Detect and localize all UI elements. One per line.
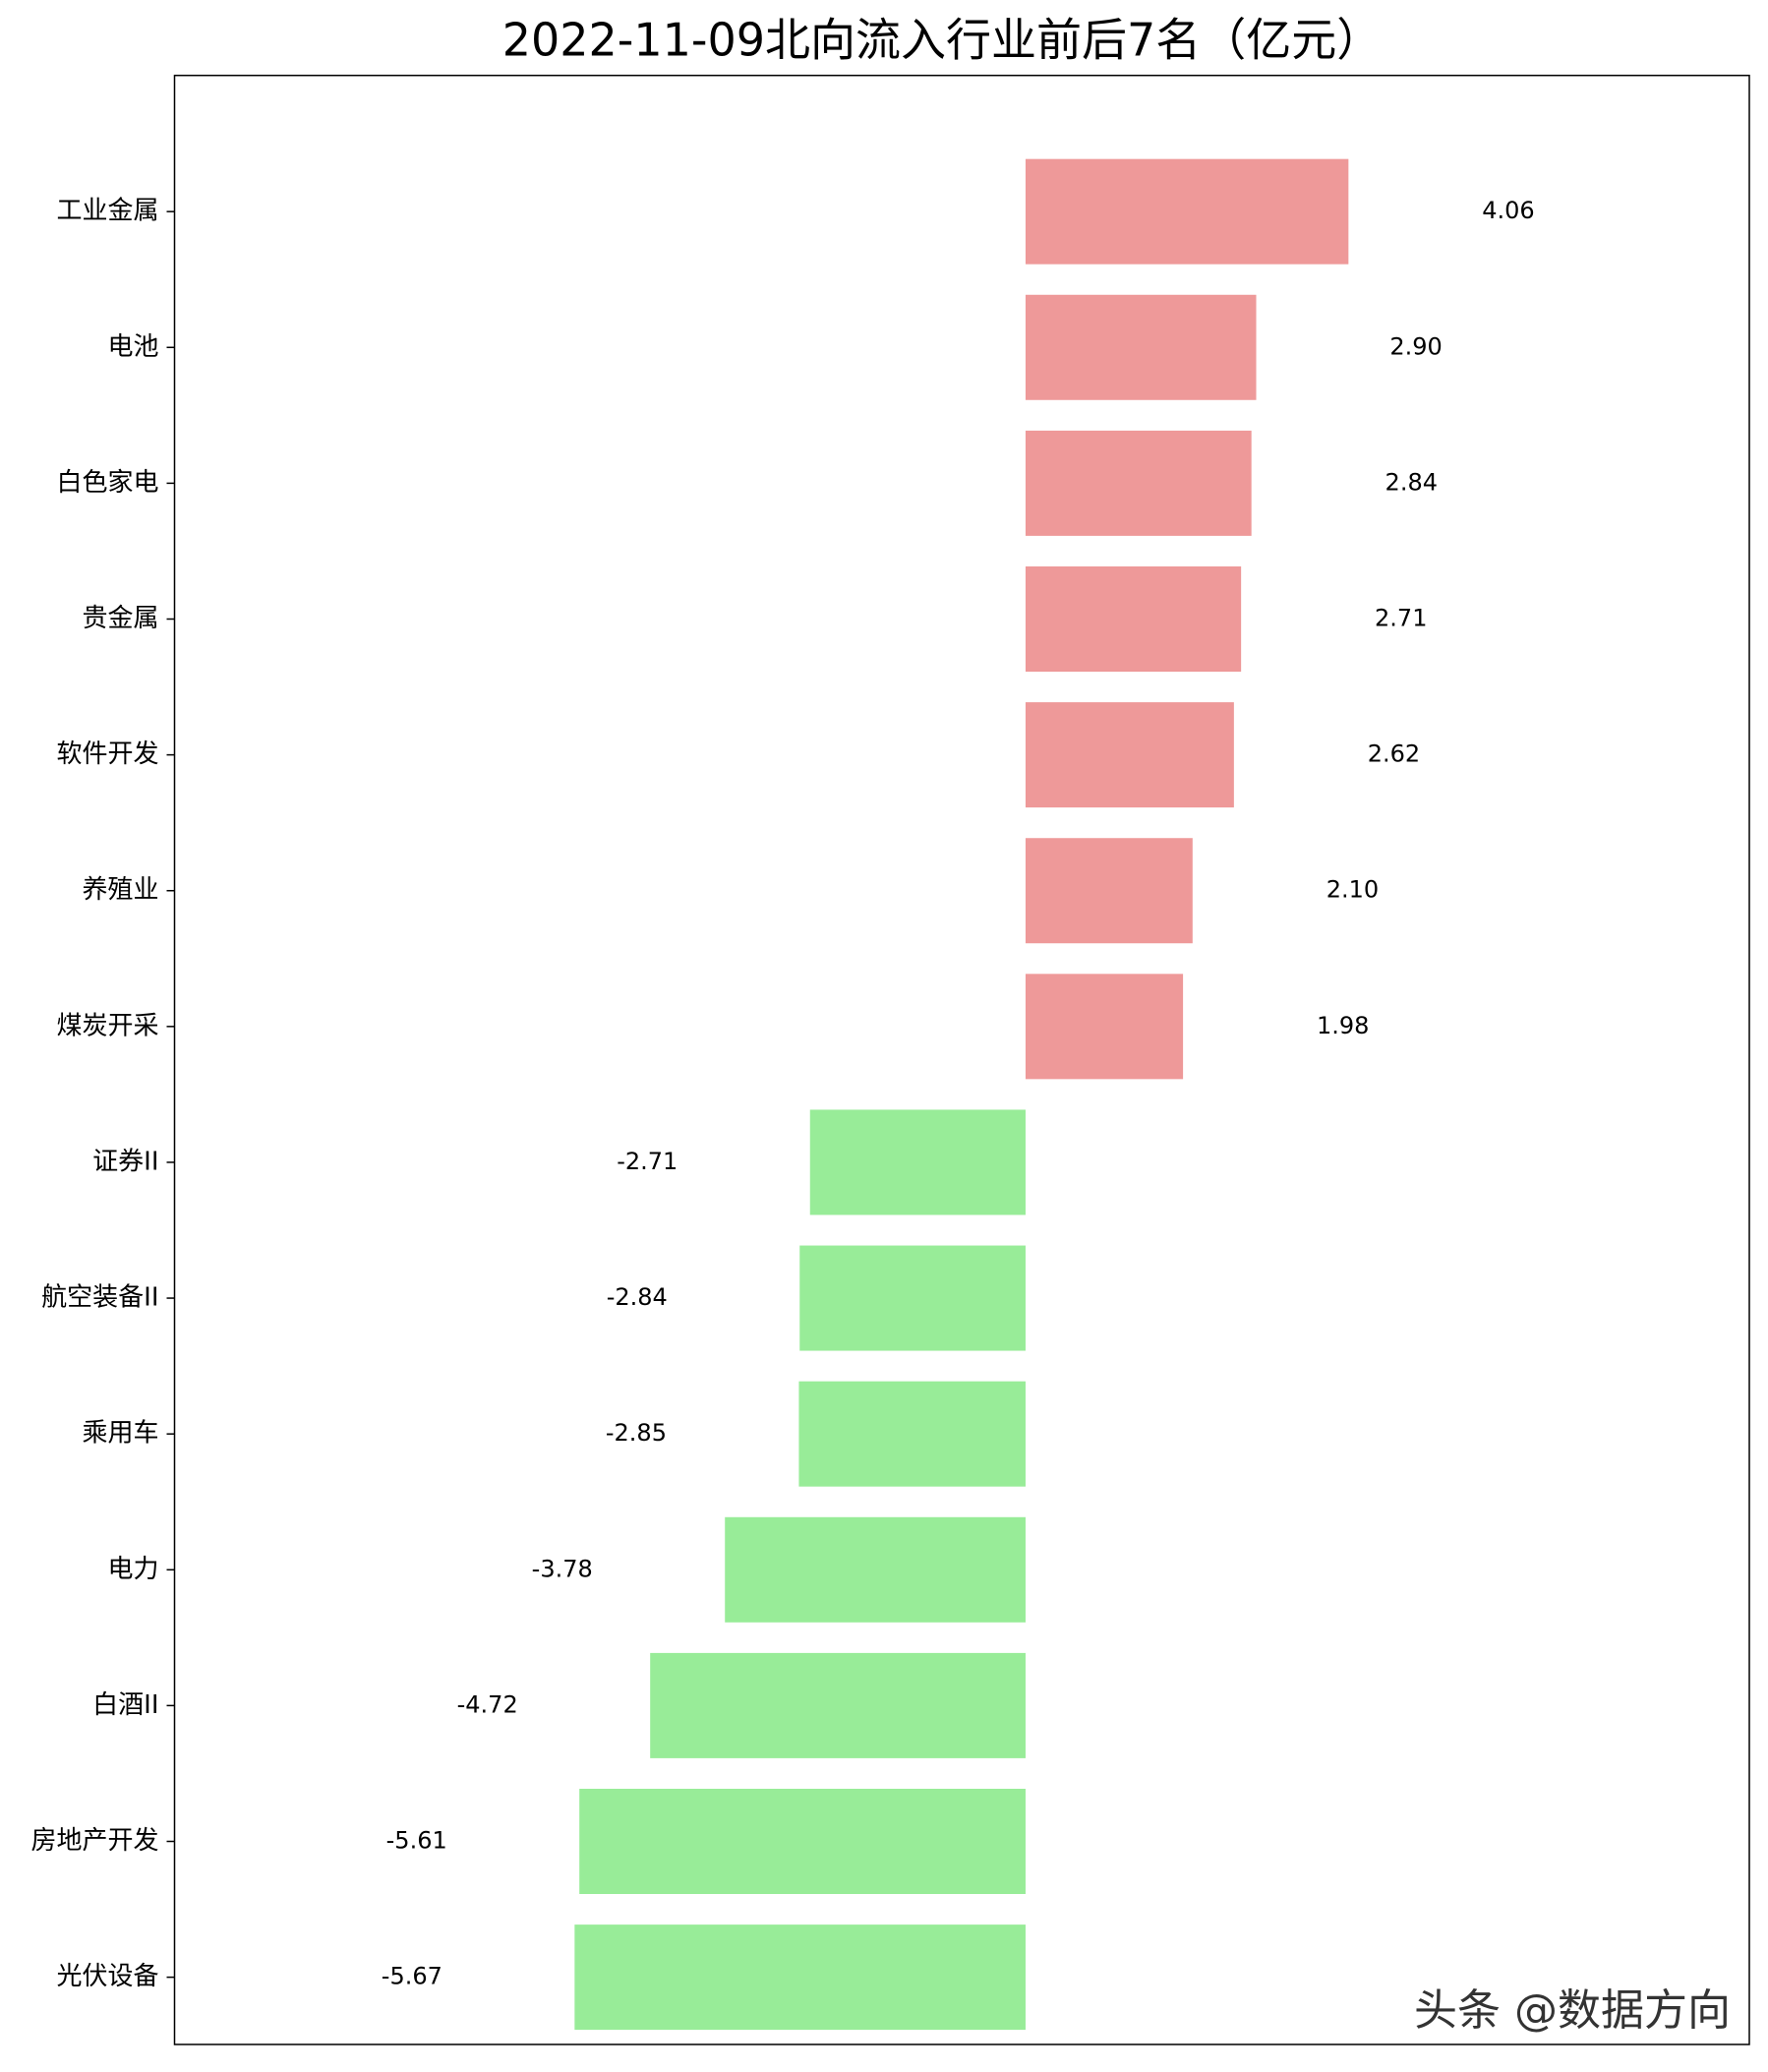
y-tick-label: 证券II: [92, 1147, 158, 1176]
bar: [579, 1789, 1026, 1895]
y-tick-label: 航空装备II: [41, 1283, 158, 1313]
bar: [650, 1652, 1026, 1758]
value-label: -2.84: [607, 1283, 668, 1311]
value-label: 1.98: [1317, 1012, 1369, 1039]
value-label: 2.84: [1385, 468, 1438, 496]
y-tick-label: 乘用车: [82, 1419, 158, 1449]
bar: [725, 1516, 1026, 1623]
value-label: -2.85: [606, 1419, 667, 1447]
value-label: 2.10: [1326, 876, 1379, 904]
bar: [1025, 702, 1234, 808]
value-label: -5.61: [386, 1827, 447, 1855]
y-tick-label: 工业金属: [56, 197, 158, 226]
bar: [1025, 430, 1252, 536]
value-label: -2.71: [617, 1148, 678, 1175]
bar: [1025, 974, 1184, 1080]
plot-frame: [173, 74, 1750, 2045]
y-tick-label: 光伏设备: [56, 1962, 158, 1991]
y-tick-label: 电池: [107, 332, 158, 362]
value-label: -4.72: [457, 1690, 518, 1718]
chart-title: 2022-11-09北向流入行业前后7名（亿元）: [502, 14, 1383, 67]
bar: [1025, 566, 1242, 673]
value-label: 2.71: [1375, 605, 1427, 632]
y-tick-label: 煤炭开采: [56, 1011, 158, 1040]
bar: [1025, 158, 1349, 265]
bar: [799, 1245, 1026, 1351]
bar: [1025, 838, 1193, 944]
value-label: -5.67: [382, 1963, 442, 1990]
y-tick-label: 白色家电: [56, 468, 158, 498]
y-tick-label: 贵金属: [82, 604, 158, 633]
y-tick-label: 房地产开发: [30, 1826, 158, 1856]
watermark: 头条 @数据方向: [1414, 1985, 1731, 2036]
value-label: 4.06: [1482, 197, 1534, 224]
bar: [798, 1381, 1026, 1487]
y-tick-label: 软件开发: [56, 740, 158, 769]
bar: [574, 1924, 1026, 2031]
value-label: -3.78: [532, 1555, 593, 1582]
y-tick-label: 电力: [107, 1555, 158, 1584]
value-label: 2.90: [1389, 332, 1442, 360]
bar: [809, 1109, 1026, 1215]
y-tick-label: 白酒II: [92, 1690, 158, 1720]
y-tick-label: 养殖业: [82, 875, 158, 905]
value-label: 2.62: [1368, 740, 1420, 768]
bar: [1025, 294, 1257, 400]
